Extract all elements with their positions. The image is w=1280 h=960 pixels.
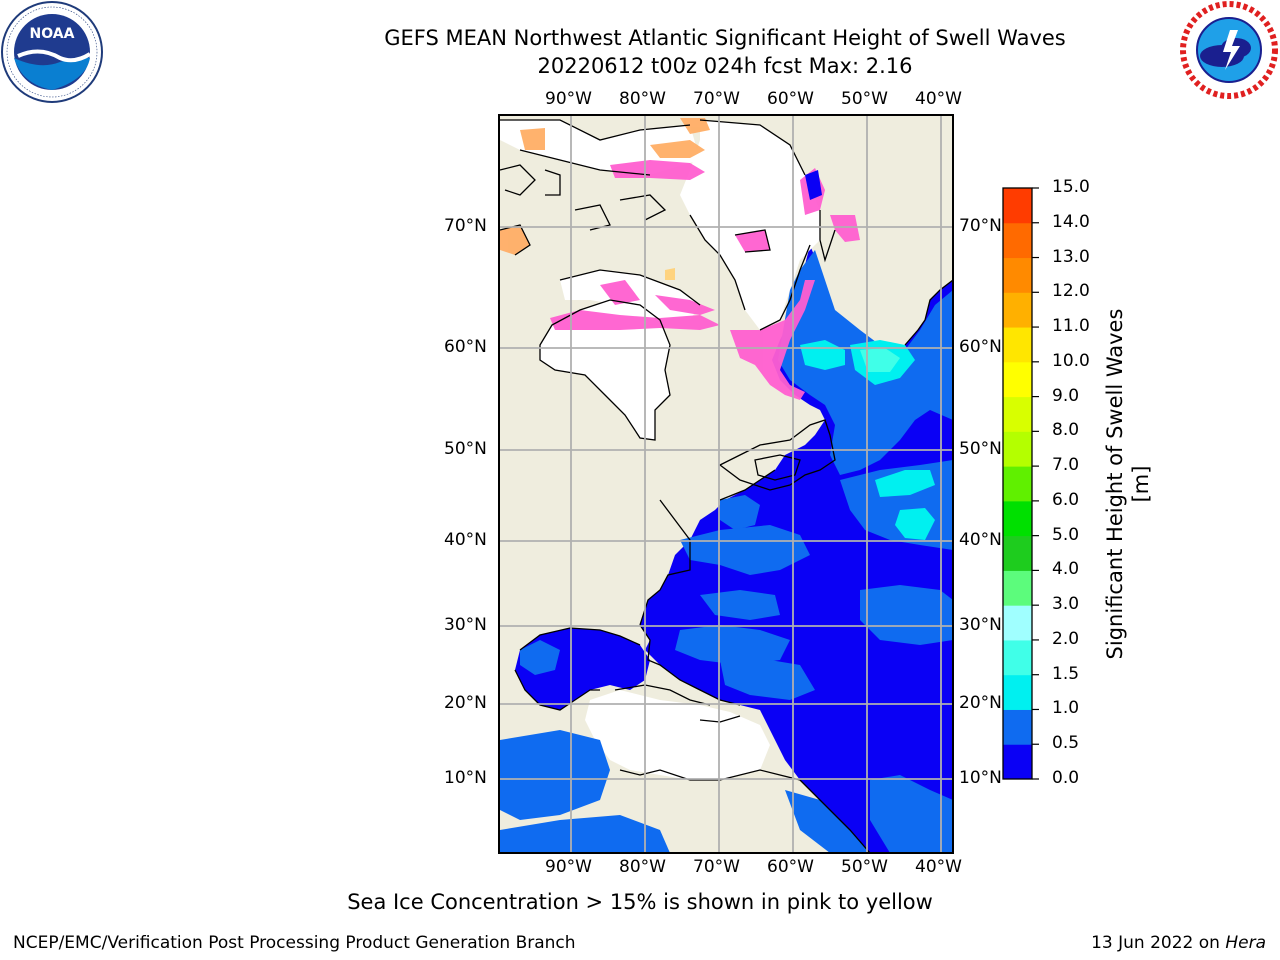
colorbar-swatch bbox=[1003, 639, 1032, 676]
colorbar-tick-label: 10.0 bbox=[1052, 350, 1090, 371]
colorbar-tick-label: 1.5 bbox=[1052, 663, 1080, 684]
lat-tick-left: 30°N bbox=[444, 615, 487, 635]
colorbar-tick-label: 1.0 bbox=[1052, 698, 1080, 719]
lat-tick-left: 50°N bbox=[444, 439, 487, 459]
graticule bbox=[499, 115, 953, 853]
lat-tick-right: 50°N bbox=[959, 439, 1002, 459]
colorbar-tick-label: 9.0 bbox=[1052, 385, 1080, 406]
chart-title: GEFS MEAN Northwest Atlantic Significant… bbox=[384, 26, 1066, 50]
lat-tick-left: 20°N bbox=[444, 693, 487, 713]
colorbar-swatch bbox=[1003, 396, 1032, 432]
coastlines bbox=[499, 119, 953, 853]
lon-tick-top: 40°W bbox=[915, 89, 962, 109]
lat-tick-right: 10°N bbox=[959, 768, 1002, 788]
lon-tick-bottom: 80°W bbox=[619, 857, 666, 877]
colorbar-tick-label: 15.0 bbox=[1052, 177, 1090, 197]
lon-tick-bottom: 90°W bbox=[545, 857, 592, 877]
colorbar-swatch bbox=[1003, 605, 1032, 641]
colorbar-swatch bbox=[1003, 222, 1032, 259]
colorbar-tick-label: 0.5 bbox=[1052, 733, 1080, 754]
colorbar-swatch bbox=[1003, 500, 1032, 537]
colorbar-tick-label: 5.0 bbox=[1052, 524, 1080, 545]
colorbar-tick-label: 11.0 bbox=[1052, 316, 1090, 337]
colorbar-swatch bbox=[1003, 188, 1032, 224]
svg-text:NOAA: NOAA bbox=[30, 26, 75, 42]
colorbar-tick-label: 13.0 bbox=[1052, 246, 1090, 267]
map-frame bbox=[498, 114, 954, 854]
colorbar-tick-label: 8.0 bbox=[1052, 420, 1080, 441]
colorbar-swatch bbox=[1003, 466, 1032, 502]
lat-tick-left: 70°N bbox=[444, 216, 487, 236]
lat-tick-right: 70°N bbox=[959, 216, 1002, 236]
lat-tick-left: 60°N bbox=[444, 337, 487, 357]
footer-credit: NCEP/EMC/Verification Post Processing Pr… bbox=[13, 933, 576, 953]
lon-tick-top: 50°W bbox=[841, 89, 888, 109]
colorbar-swatch bbox=[1003, 292, 1032, 328]
colorbar-tick-label: 4.0 bbox=[1052, 559, 1080, 580]
colorbar-swatch bbox=[1003, 674, 1032, 710]
colorbar-tick-label: 6.0 bbox=[1052, 489, 1080, 510]
colorbar-tick-label: 14.0 bbox=[1052, 211, 1090, 232]
lon-tick-top: 70°W bbox=[693, 89, 740, 109]
colorbar-tick-label: 7.0 bbox=[1052, 455, 1080, 476]
lat-tick-right: 30°N bbox=[959, 615, 1002, 635]
lon-tick-top: 80°W bbox=[619, 89, 666, 109]
colorbar-swatch bbox=[1003, 570, 1032, 606]
baffin-bay-ice bbox=[680, 120, 820, 330]
colorbar-swatch bbox=[1003, 709, 1032, 745]
nws-logo bbox=[1180, 1, 1278, 99]
lat-tick-right: 60°N bbox=[959, 337, 1002, 357]
colorbar-swatch bbox=[1003, 535, 1032, 571]
lon-tick-bottom: 40°W bbox=[915, 857, 962, 877]
lon-tick-top: 60°W bbox=[767, 89, 814, 109]
colorbar bbox=[1003, 188, 1032, 780]
lat-tick-right: 40°N bbox=[959, 530, 1002, 550]
colorbar-swatch bbox=[1003, 257, 1032, 293]
noaa-logo: NOAA bbox=[1, 1, 103, 103]
colorbar-tick-label: 12.0 bbox=[1052, 281, 1090, 302]
chart-subtitle: 20220612 t00z 024h fcst Max: 2.16 bbox=[537, 54, 913, 78]
colorbar-swatch bbox=[1003, 431, 1032, 467]
footer-date-text: 13 Jun 2022 on bbox=[1091, 933, 1226, 953]
lat-tick-left: 10°N bbox=[444, 768, 487, 788]
lat-tick-right: 20°N bbox=[959, 693, 1002, 713]
sea-ice-note: Sea Ice Concentration > 15% is shown in … bbox=[347, 890, 933, 914]
colorbar-swatch bbox=[1003, 361, 1032, 398]
colorbar-tick-label: 0.0 bbox=[1052, 768, 1080, 788]
lon-tick-top: 90°W bbox=[545, 89, 592, 109]
colorbar-label: Significant Height of Swell Waves [m] bbox=[1103, 308, 1153, 660]
lat-tick-left: 40°N bbox=[444, 530, 487, 550]
colorbar-swatch bbox=[1003, 327, 1032, 363]
footer-date: 13 Jun 2022 on Hera bbox=[1091, 933, 1266, 953]
swell-1.5-2.0 bbox=[860, 348, 900, 372]
caribbean-sea bbox=[585, 690, 770, 780]
colorbar-tick-label: 3.0 bbox=[1052, 594, 1080, 615]
hudson-bay bbox=[540, 300, 670, 440]
colorbar-swatch bbox=[1003, 744, 1032, 780]
footer-machine: Hera bbox=[1225, 933, 1266, 953]
lon-tick-bottom: 60°W bbox=[767, 857, 814, 877]
lon-tick-bottom: 50°W bbox=[841, 857, 888, 877]
lon-tick-bottom: 70°W bbox=[693, 857, 740, 877]
colorbar-tick-label: 2.0 bbox=[1052, 628, 1080, 649]
